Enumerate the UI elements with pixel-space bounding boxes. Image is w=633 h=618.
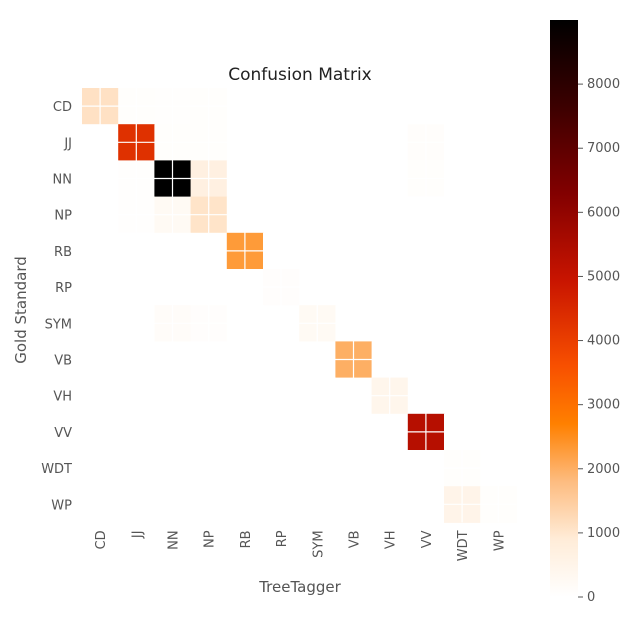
x-tick-label: WDT [456,530,471,561]
y-axis-ticks: CD JJ NN NP RB RP SYM VB VH VV WDT WP [41,100,72,513]
colorbar-ticks: 0 1000 2000 3000 4000 5000 6000 7000 8000 [578,77,620,605]
grid-lines [82,88,517,523]
y-tick-label: JJ [63,136,72,151]
colorbar-tick-label: 2000 [587,462,620,477]
x-axis-label: TreeTagger [258,578,341,596]
y-tick-label: VV [54,426,72,441]
colorbar-tick-label: 8000 [587,77,620,92]
y-tick-label: RP [55,281,72,296]
y-tick-label: CD [53,100,72,115]
x-tick-label: WP [492,530,507,551]
x-tick-label: RB [239,530,254,548]
colorbar-tick-label: 7000 [587,141,620,156]
y-tick-label: WP [51,498,72,513]
y-tick-label: SYM [45,317,72,332]
x-tick-label: RP [275,530,290,547]
x-tick-label: SYM [311,530,326,557]
x-tick-label: VB [348,530,363,548]
y-tick-label: NN [53,173,72,188]
x-tick-label: JJ [130,530,145,539]
heatmap-cells [82,88,517,523]
y-axis-label: Gold Standard [12,256,30,364]
x-axis-ticks: CD JJ NN NP RB RP SYM VB VH VV WDT WP [94,530,507,561]
colorbar-tick-label: 1000 [587,526,620,541]
x-tick-label: NN [167,530,182,549]
colorbar-tick-label: 6000 [587,205,620,220]
y-tick-label: WDT [41,462,72,477]
chart-title: Confusion Matrix [228,65,372,85]
colorbar-tick-label: 0 [587,590,595,605]
colorbar-tick-label: 4000 [587,334,620,349]
x-tick-label: CD [94,530,109,549]
y-tick-label: VH [53,390,72,405]
y-tick-label: RB [54,245,72,260]
x-tick-label: VV [420,530,435,548]
colorbar-tick-label: 3000 [587,398,620,413]
y-tick-label: VB [54,354,72,369]
x-tick-label: VH [384,530,399,549]
y-tick-label: NP [54,209,72,224]
colorbar-tick-label: 5000 [587,269,620,284]
colorbar [550,20,578,597]
x-tick-label: NP [203,530,218,548]
